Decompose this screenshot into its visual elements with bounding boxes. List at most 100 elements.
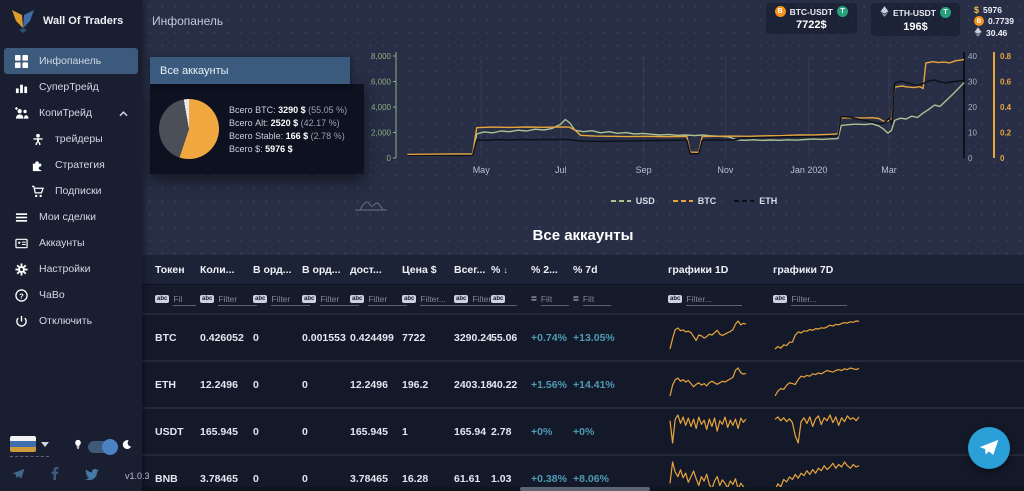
sidebar-item-logout[interactable]: Отключить [4, 308, 138, 334]
list-icon [14, 211, 29, 224]
table-row-eth[interactable]: ETH 12.2496 0 0 12.2496 196.2 2403.18 40.22 +1.5… [142, 362, 1024, 409]
text-filter-icon[interactable]: abc [155, 295, 170, 303]
power-icon [14, 315, 29, 328]
y-axis-label-usd: 2,000 [371, 129, 392, 138]
filter-input[interactable] [271, 292, 311, 306]
y-axis-label-eth: 20 [968, 103, 977, 112]
horizontal-scrollbar [142, 487, 1024, 491]
cell: +14.41% [573, 378, 615, 391]
sidebar-item-my-trades[interactable]: Мои сделки [4, 204, 138, 230]
fox-logo-icon [12, 10, 34, 33]
sidebar-item-label: Отключить [39, 315, 93, 327]
twitter-icon[interactable] [85, 467, 99, 485]
accounts-dropdown[interactable]: Все аккаунты [150, 57, 350, 84]
sparkline-7d [773, 318, 1024, 357]
brand-logo[interactable]: Wall Of Traders [0, 0, 142, 42]
cell: +0.38% [531, 472, 567, 485]
text-filter-icon[interactable]: abc [454, 295, 469, 303]
table-row-usdt[interactable]: USDT 165.945 0 0 165.945 1 165.94 2.78 +0% +0% [142, 409, 1024, 456]
theme-toggle[interactable] [88, 438, 118, 455]
pair-badge-eth-usdt: ETH-USDT T 196$ [871, 3, 960, 36]
sidebar-item-settings[interactable]: Настройки [4, 256, 138, 282]
summary-line: Всего Alt: 2520 $ (42.17 %) [229, 117, 340, 128]
cell: +0% [573, 425, 595, 438]
text-filter-icon[interactable]: abc [491, 295, 506, 303]
column-header[interactable]: Токен [155, 263, 185, 276]
sidebar-item-dashboard[interactable]: Инфопанель [4, 48, 138, 74]
eth-icon [974, 27, 982, 39]
telegram-fab-button[interactable] [968, 427, 1010, 469]
language-selector[interactable] [10, 436, 49, 457]
sidebar-item-label: Подписки [55, 185, 102, 197]
filter-input[interactable] [173, 292, 196, 306]
filter-input[interactable] [218, 292, 258, 306]
equals-filter-icon[interactable]: = [573, 293, 579, 305]
filter-input[interactable] [540, 292, 569, 306]
column-header[interactable]: % ↓ [491, 263, 508, 276]
column-header[interactable]: графики 7D [773, 263, 834, 276]
scrollbar-thumb[interactable] [520, 487, 650, 491]
column-header[interactable]: В орд... [253, 263, 292, 276]
cell: USDT [155, 425, 184, 438]
column-header[interactable]: В орд... [302, 263, 341, 276]
gear-icon [14, 262, 29, 276]
text-filter-icon[interactable]: abc [773, 295, 788, 303]
sparkline-1d [668, 459, 773, 487]
sidebar-item-subscriptions[interactable]: Подписки [4, 178, 138, 204]
cell: 0 [253, 472, 259, 485]
x-axis-label: Mar [881, 165, 897, 175]
equals-filter-icon[interactable]: = [531, 293, 537, 305]
summary-line: Всего $: 5976 $ [229, 143, 293, 154]
sparkline-7d [773, 412, 1024, 451]
column-header[interactable]: % 2... [531, 263, 558, 276]
column-header[interactable]: Коли... [200, 263, 235, 276]
x-axis-label: May [473, 165, 491, 175]
column-header[interactable]: Цена $ [402, 263, 437, 276]
text-filter-icon[interactable]: abc [668, 295, 683, 303]
column-header[interactable]: % 7d [573, 263, 598, 276]
portfolio-summary-lines: Всего BTC: 3290 $ (55.05 %) Всего Alt: 25… [229, 105, 347, 154]
legend-item-btc[interactable]: BTC [672, 196, 717, 206]
bar-chart-icon [14, 81, 29, 94]
sparkline-1d [668, 318, 773, 357]
sidebar-item-label: СуперТрейд [39, 81, 99, 93]
table-row-btc[interactable]: BTC 0.426052 0 0.001553 0.424499 7722 3290.24 5… [142, 315, 1024, 362]
facebook-icon[interactable] [51, 467, 59, 485]
text-filter-icon[interactable]: abc [253, 295, 268, 303]
text-filter-icon[interactable]: abc [302, 295, 317, 303]
filter-input[interactable] [509, 292, 518, 306]
text-filter-icon[interactable]: abc [402, 295, 417, 303]
filter-input[interactable] [686, 292, 742, 306]
telegram-icon[interactable] [12, 467, 25, 485]
filter-input[interactable] [791, 292, 847, 306]
chart-legend: USD BTC ETH [368, 196, 1020, 206]
column-header[interactable]: Всег... [454, 263, 486, 276]
cell: 61.61 [454, 472, 481, 485]
legend-item-usd[interactable]: USD [610, 196, 655, 206]
question-icon: ? [14, 288, 29, 302]
y-axis-label-usd: 8,000 [371, 52, 392, 61]
person-icon [30, 133, 45, 146]
y-axis-label-usd: 4,000 [371, 103, 392, 112]
filter-input[interactable] [368, 292, 408, 306]
sidebar-item-copytrade[interactable]: КопиТрейд [4, 100, 138, 126]
sparkline-7d [773, 459, 1024, 487]
sidebar-item-faq[interactable]: ? ЧаВо [4, 282, 138, 308]
filter-input[interactable] [320, 292, 360, 306]
column-header[interactable]: графики 1D [668, 263, 729, 276]
accounts-table: Токен Коли... В орд... В орд... дост... Цена … [142, 255, 1024, 487]
legend-item-eth[interactable]: ETH [734, 196, 778, 206]
text-filter-icon[interactable]: abc [350, 295, 365, 303]
sidebar-item-strategy[interactable]: Стратегия [4, 152, 138, 178]
topbar: Инфопанель B BTC-USDT T 7722$ ETH-USDT T… [142, 0, 1024, 42]
sidebar-item-supertrade[interactable]: СуперТрейд [4, 74, 138, 100]
brand-name: Wall Of Traders [43, 15, 124, 27]
chart-navigator-icon[interactable] [354, 198, 388, 217]
table-row-bnb[interactable]: BNB 3.78465 0 0 3.78465 16.28 61.61 1.03 +0.38% +… [142, 456, 1024, 487]
column-header[interactable]: дост... [350, 263, 382, 276]
filter-input[interactable] [582, 292, 611, 306]
sidebar-item-accounts[interactable]: Аккаунты [4, 230, 138, 256]
text-filter-icon[interactable]: abc [200, 295, 215, 303]
sidebar-item-traders[interactable]: трейдеры [4, 126, 138, 152]
pair-label: ETH-USDT [893, 7, 936, 18]
